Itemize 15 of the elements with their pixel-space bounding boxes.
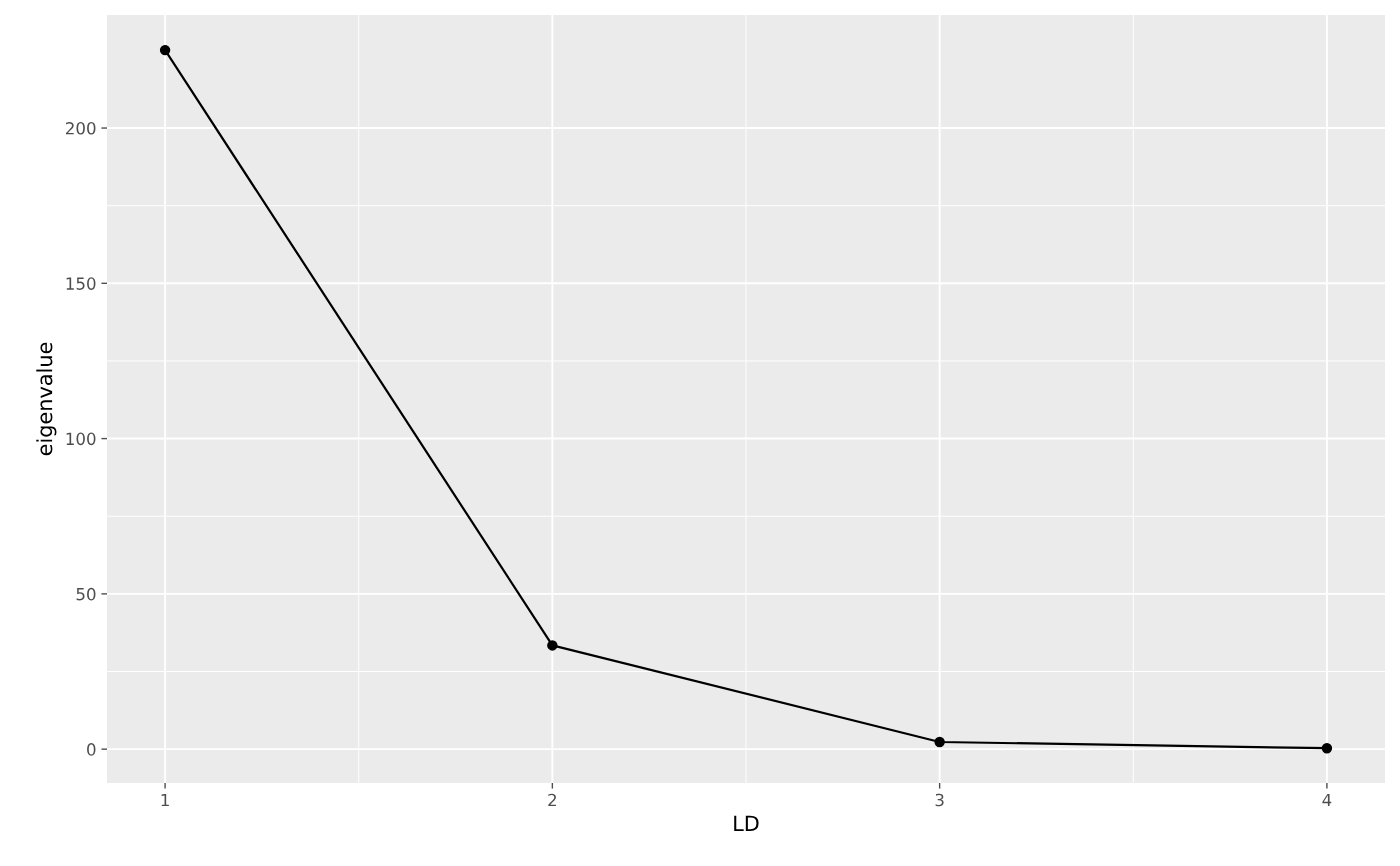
- y-tick-label: 150: [66, 277, 96, 290]
- x-tick-label: 4: [1322, 793, 1332, 807]
- y-tick-label: 0: [87, 743, 96, 756]
- x-axis-title: LD: [734, 815, 759, 831]
- point: [1321, 743, 1333, 754]
- y-tick-label: 100: [66, 432, 96, 446]
- point: [547, 640, 558, 651]
- y-axis-title: eigenvalue: [36, 342, 57, 456]
- y-tick-label: 50: [76, 587, 96, 601]
- point: [159, 44, 171, 56]
- point: [934, 736, 945, 748]
- x-tick-label: 2: [548, 793, 556, 807]
- x-tick-label: 1: [161, 793, 169, 807]
- x-tick-label: 3: [935, 793, 944, 807]
- y-tick-label: 200: [65, 122, 96, 135]
